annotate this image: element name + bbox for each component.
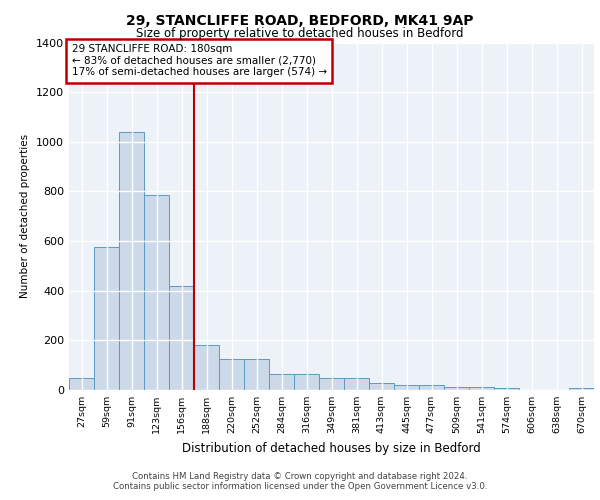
Text: Contains HM Land Registry data © Crown copyright and database right 2024.
Contai: Contains HM Land Registry data © Crown c…: [113, 472, 487, 491]
Bar: [469, 387, 494, 390]
Y-axis label: Number of detached properties: Number of detached properties: [20, 134, 31, 298]
Bar: [344, 378, 369, 390]
Bar: [244, 359, 269, 390]
Bar: [169, 286, 194, 390]
Bar: [269, 374, 294, 390]
Bar: [69, 378, 94, 390]
Bar: [194, 346, 219, 390]
Bar: [94, 248, 119, 390]
Bar: [119, 132, 144, 390]
Bar: [494, 388, 519, 390]
Bar: [444, 387, 469, 390]
Text: Size of property relative to detached houses in Bedford: Size of property relative to detached ho…: [136, 28, 464, 40]
Bar: [144, 195, 169, 390]
Bar: [569, 388, 594, 390]
Bar: [419, 385, 444, 390]
Bar: [394, 385, 419, 390]
Text: 29 STANCLIFFE ROAD: 180sqm
← 83% of detached houses are smaller (2,770)
17% of s: 29 STANCLIFFE ROAD: 180sqm ← 83% of deta…: [71, 44, 327, 78]
X-axis label: Distribution of detached houses by size in Bedford: Distribution of detached houses by size …: [182, 442, 481, 454]
Text: 29, STANCLIFFE ROAD, BEDFORD, MK41 9AP: 29, STANCLIFFE ROAD, BEDFORD, MK41 9AP: [126, 14, 474, 28]
Bar: [369, 384, 394, 390]
Bar: [319, 378, 344, 390]
Bar: [294, 374, 319, 390]
Bar: [219, 359, 244, 390]
